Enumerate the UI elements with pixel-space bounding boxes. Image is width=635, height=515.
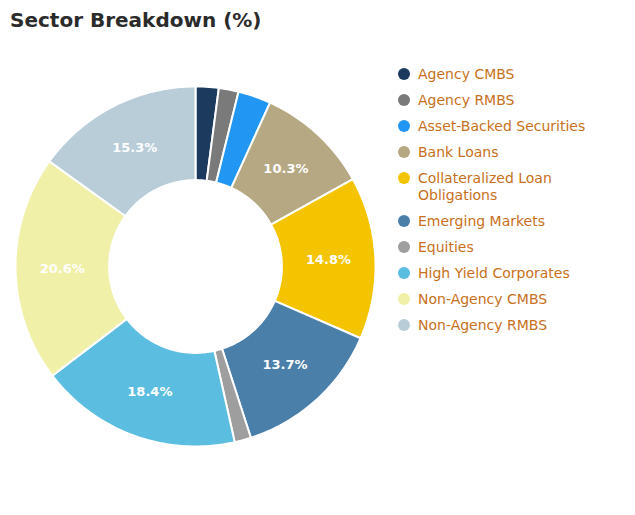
html-text:Agency CMBS: Agency CMBS [418, 66, 515, 82]
svg-text:20.6%: 20.6% [40, 261, 85, 276]
svg-text:13.7%: 13.7% [262, 357, 307, 372]
svg-text:10.3%: 10.3% [263, 161, 308, 176]
html-text:Bank Loans: Bank Loans [418, 144, 499, 160]
html-text:Emerging Markets: Emerging Markets [418, 213, 545, 229]
html-text:Non-Agency RMBS: Non-Agency RMBS [418, 317, 548, 333]
html-text:High Yield Corporates: High Yield Corporates [418, 265, 570, 281]
html-text:Collateralized Loan Obligation: Collateralized Loan Obligations [418, 170, 552, 203]
svg-text:15.3%: 15.3% [112, 140, 157, 155]
html-text:Sector Breakdown (%): Sector Breakdown (%) [10, 8, 262, 32]
html-text:Agency RMBS: Agency RMBS [418, 92, 515, 108]
svg-text:14.8%: 14.8% [306, 252, 351, 267]
html-text:Non-Agency CMBS: Non-Agency CMBS [418, 291, 548, 307]
html-text:Asset-Backed Securities: Asset-Backed Securities [418, 118, 586, 134]
svg-text:18.4%: 18.4% [127, 384, 172, 399]
html-text:Equities: Equities [418, 239, 474, 255]
